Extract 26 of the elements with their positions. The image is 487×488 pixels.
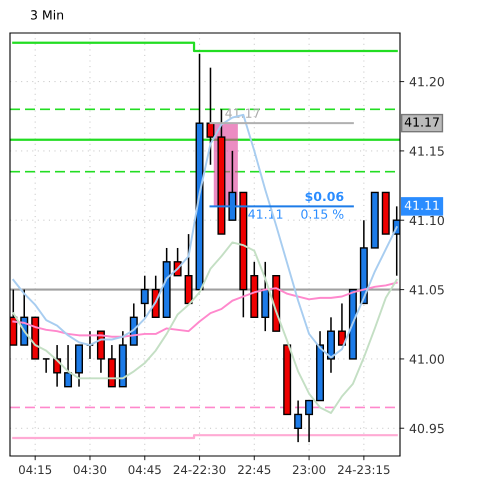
x-tick-label: 04:30 bbox=[74, 465, 106, 474]
candlestick bbox=[305, 400, 314, 443]
y-tick-label: 41.00 bbox=[410, 354, 444, 364]
candlestick bbox=[140, 274, 149, 318]
annotation: 0.15 % bbox=[301, 209, 344, 219]
annotation: 41.17 bbox=[404, 117, 439, 127]
candlestick bbox=[206, 66, 214, 166]
x-tick-label: 24-22:30 bbox=[174, 465, 226, 474]
candlestick bbox=[42, 358, 50, 374]
x-tick-label: 23:00 bbox=[292, 465, 326, 474]
y-tick-label: 41.20 bbox=[410, 77, 444, 86]
y-tick-label: 40.95 bbox=[410, 424, 444, 434]
x-tick-label: 24-23:15 bbox=[338, 465, 390, 474]
annotation: 41.11 bbox=[404, 200, 439, 210]
x-tick-label: 04:15 bbox=[18, 465, 52, 474]
y-tick-label: 41.15 bbox=[410, 146, 444, 156]
candlestick bbox=[338, 302, 346, 346]
candlestick bbox=[294, 400, 302, 443]
x-tick-label: 22:45 bbox=[238, 465, 270, 474]
chart-title: 3 Min bbox=[30, 10, 64, 20]
annotation: $0.06 bbox=[306, 191, 344, 203]
line-series bbox=[12, 241, 398, 414]
candlestick bbox=[64, 344, 72, 388]
y-tick-label: 41.10 bbox=[410, 216, 444, 226]
y-tick-label: 41.05 bbox=[410, 285, 444, 294]
x-tick-label: 04:45 bbox=[128, 465, 161, 474]
